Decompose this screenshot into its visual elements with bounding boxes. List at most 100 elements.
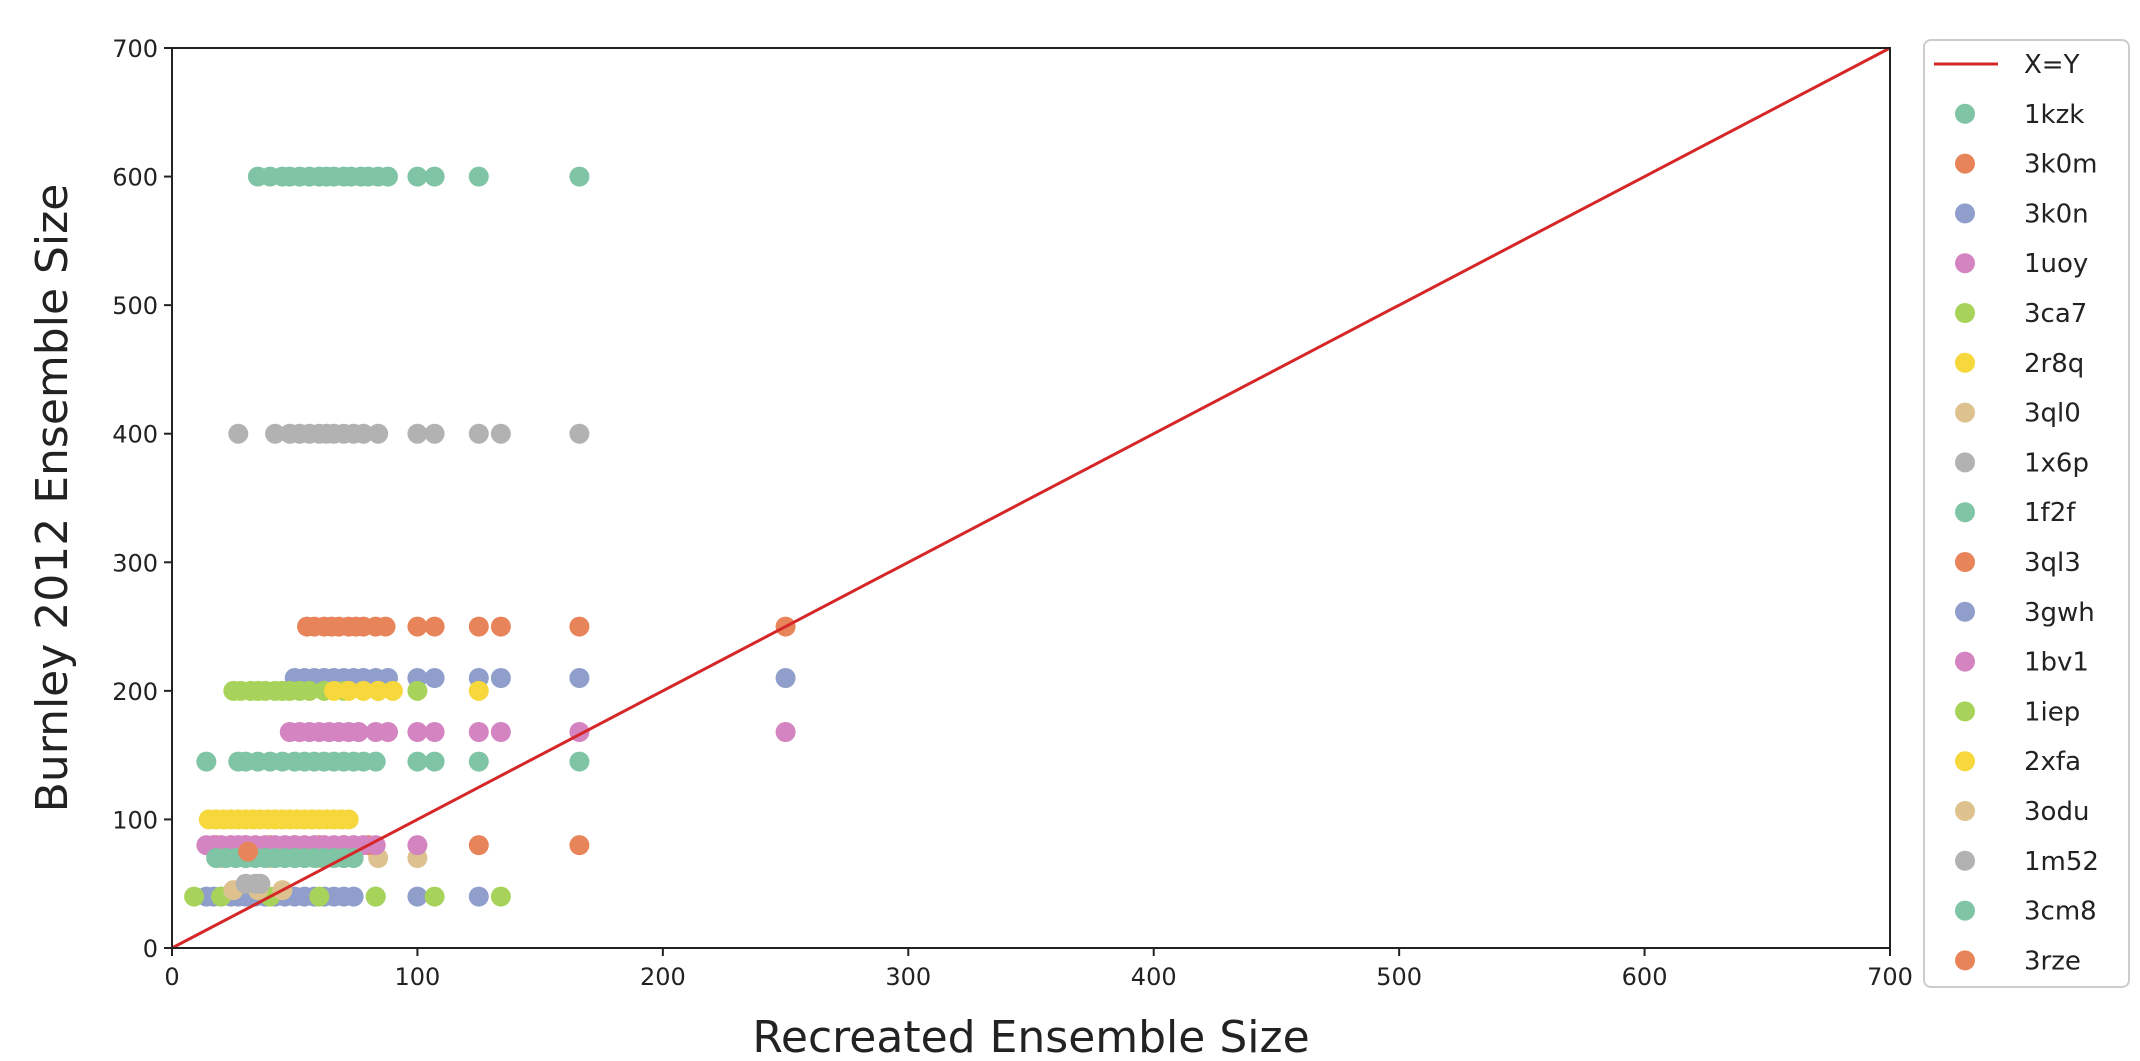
- x-axis-ticks: 0 100 200 300 400 500 600 700: [164, 948, 1913, 991]
- point-1iep: [424, 886, 445, 907]
- y-tick-label: 400: [112, 421, 158, 449]
- legend-label: 3k0m: [2024, 150, 2097, 180]
- legend: X=Y 1kzk 3k0m 3k0n 1uoy 3ca7 2r8q 3ql0 1x6p 1f2f 3…: [1923, 39, 2130, 988]
- point-1f2f: [365, 751, 386, 772]
- legend-label: 3ql3: [2024, 548, 2081, 578]
- point-1uoy: [775, 722, 796, 742]
- point-3k0m: [569, 616, 590, 637]
- point-2r8q: [368, 680, 389, 701]
- point-3k0m: [407, 616, 428, 637]
- point-1x6p: [407, 423, 428, 444]
- x-tick-label: 600: [1622, 963, 1668, 991]
- x-axis-label: Recreated Ensemble Size: [752, 1012, 1309, 1061]
- x-tick-label: 300: [885, 963, 931, 991]
- point-2xfa: [338, 809, 359, 830]
- x-tick-label: 0: [164, 963, 179, 991]
- legend-marker-1f2f: [1955, 502, 1975, 523]
- point-1kzk: [468, 166, 489, 187]
- point-3k0m: [490, 616, 511, 637]
- legend-label: 2xfa: [2024, 747, 2081, 777]
- point-1x6p: [228, 423, 249, 444]
- legend-label: 3rze: [2024, 946, 2081, 976]
- point-1x6p: [468, 423, 489, 444]
- legend-items: X=Y 1kzk 3k0m 3k0n 1uoy 3ca7 2r8q 3ql0 1x6p 1f2f 3…: [1934, 50, 2099, 976]
- legend-marker-3ql3: [1955, 552, 1975, 572]
- point-1bv1: [407, 835, 428, 856]
- legend-label: 1f2f: [2024, 498, 2076, 528]
- legend-marker-1x6p: [1955, 452, 1975, 473]
- point-1uoy: [348, 722, 369, 742]
- legend-label: 1iep: [2024, 697, 2080, 727]
- legend-marker-3k0m: [1955, 153, 1975, 174]
- point-3k0m: [468, 616, 489, 637]
- y-tick-label: 700: [112, 35, 158, 63]
- legend-marker-3odu: [1955, 801, 1975, 821]
- legend-label: 3gwh: [2024, 598, 2095, 628]
- point-1iep: [184, 886, 205, 907]
- y-axis-label: Burnley 2012 Ensemble Size: [27, 184, 78, 813]
- legend-marker-3ca7: [1955, 303, 1975, 323]
- point-1x6p: [368, 423, 389, 444]
- point-2r8q: [353, 680, 374, 701]
- point-3ca7: [299, 680, 320, 701]
- point-1iep: [365, 886, 386, 907]
- y-tick-label: 0: [143, 935, 158, 963]
- legend-marker-1kzk: [1955, 103, 1975, 124]
- x-tick-label: 100: [395, 963, 441, 991]
- legend-marker-1uoy: [1955, 253, 1975, 274]
- y-tick-label: 500: [112, 292, 158, 320]
- point-1uoy: [468, 722, 489, 742]
- legend-label: 2r8q: [2024, 349, 2084, 379]
- point-3cm8: [343, 848, 364, 868]
- x-tick-label: 200: [640, 963, 686, 991]
- point-1x6p: [424, 423, 445, 444]
- legend-marker-3ql0: [1955, 402, 1975, 423]
- legend-label: 1kzk: [2024, 100, 2084, 130]
- point-3ca7: [407, 680, 428, 701]
- point-1f2f: [407, 751, 428, 772]
- point-2r8q: [468, 680, 489, 701]
- legend-frame: [1923, 39, 2130, 988]
- point-3k0n: [569, 668, 590, 688]
- point-3k0n: [424, 668, 445, 688]
- plot-frame: [171, 47, 1891, 949]
- x-tick-label: 400: [1131, 963, 1177, 991]
- legend-label: 1uoy: [2024, 249, 2088, 279]
- point-2r8q: [338, 680, 359, 701]
- point-3k0m: [375, 616, 396, 637]
- point-3k0n: [490, 668, 511, 688]
- point-1x6p: [490, 423, 511, 444]
- point-3k0n: [775, 668, 796, 688]
- legend-label: 3cm8: [2024, 897, 2097, 927]
- point-1uoy: [424, 722, 445, 742]
- legend-label: 3odu: [2024, 797, 2089, 827]
- point-1kzk: [407, 166, 428, 187]
- y-tick-label: 600: [112, 164, 158, 192]
- point-1kzk: [424, 166, 445, 187]
- point-1uoy: [490, 722, 511, 742]
- y-tick-label: 300: [112, 549, 158, 577]
- point-1x6p: [569, 423, 590, 444]
- legend-marker-1iep: [1955, 701, 1975, 722]
- x-tick-label: 700: [1867, 963, 1913, 991]
- legend-label: 1bv1: [2024, 648, 2089, 678]
- point-1uoy: [377, 722, 398, 742]
- point-2r8q: [382, 680, 403, 701]
- point-3ql3: [569, 835, 590, 856]
- point-3gwh: [468, 886, 489, 907]
- point-1uoy: [407, 722, 428, 742]
- x-tick-label: 500: [1376, 963, 1422, 991]
- x-equals-y-line: [171, 46, 1891, 950]
- legend-marker-1bv1: [1955, 651, 1975, 672]
- data-points: [184, 166, 796, 907]
- legend-marker-3gwh: [1955, 601, 1975, 622]
- legend-label: 3ql0: [2024, 399, 2081, 429]
- point-1f2f: [468, 751, 489, 772]
- point-3gwh: [343, 886, 364, 907]
- legend-marker-2r8q: [1955, 352, 1975, 373]
- legend-label: X=Y: [2024, 50, 2080, 80]
- legend-label: 1x6p: [2024, 448, 2089, 478]
- legend-label: 3k0n: [2024, 199, 2089, 229]
- point-3rze: [238, 841, 259, 862]
